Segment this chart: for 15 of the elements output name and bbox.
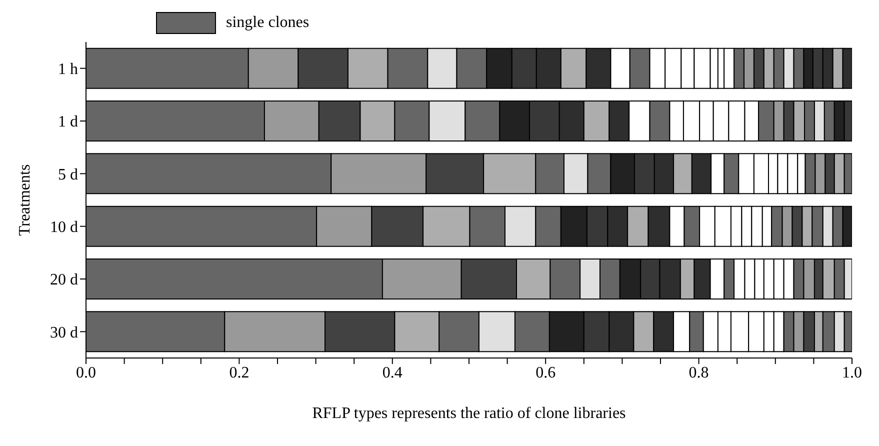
x-tick-label: 0.8 — [688, 364, 709, 382]
y-tick-label: 1 d — [58, 114, 78, 131]
x-tick-label: 0.6 — [536, 364, 556, 382]
y-tick-label: 1 h — [58, 61, 78, 78]
x-tick-label: 0.4 — [382, 364, 402, 382]
y-tick-label: 5 d — [58, 166, 78, 184]
x-tick-label: 0.2 — [229, 364, 250, 382]
y-tick-label: 10 d — [50, 219, 78, 236]
y-tick-label: 30 d — [50, 324, 78, 342]
legend-label: single clones — [226, 14, 310, 32]
x-axis-title: RFLP types represents the ratio of clone libraries — [312, 405, 626, 422]
x-tick-label: 0.0 — [76, 364, 96, 382]
y-axis-title: Treatments — [16, 164, 34, 236]
x-tick-label: 1.0 — [842, 364, 862, 382]
y-tick-label: 20 d — [50, 272, 78, 289]
